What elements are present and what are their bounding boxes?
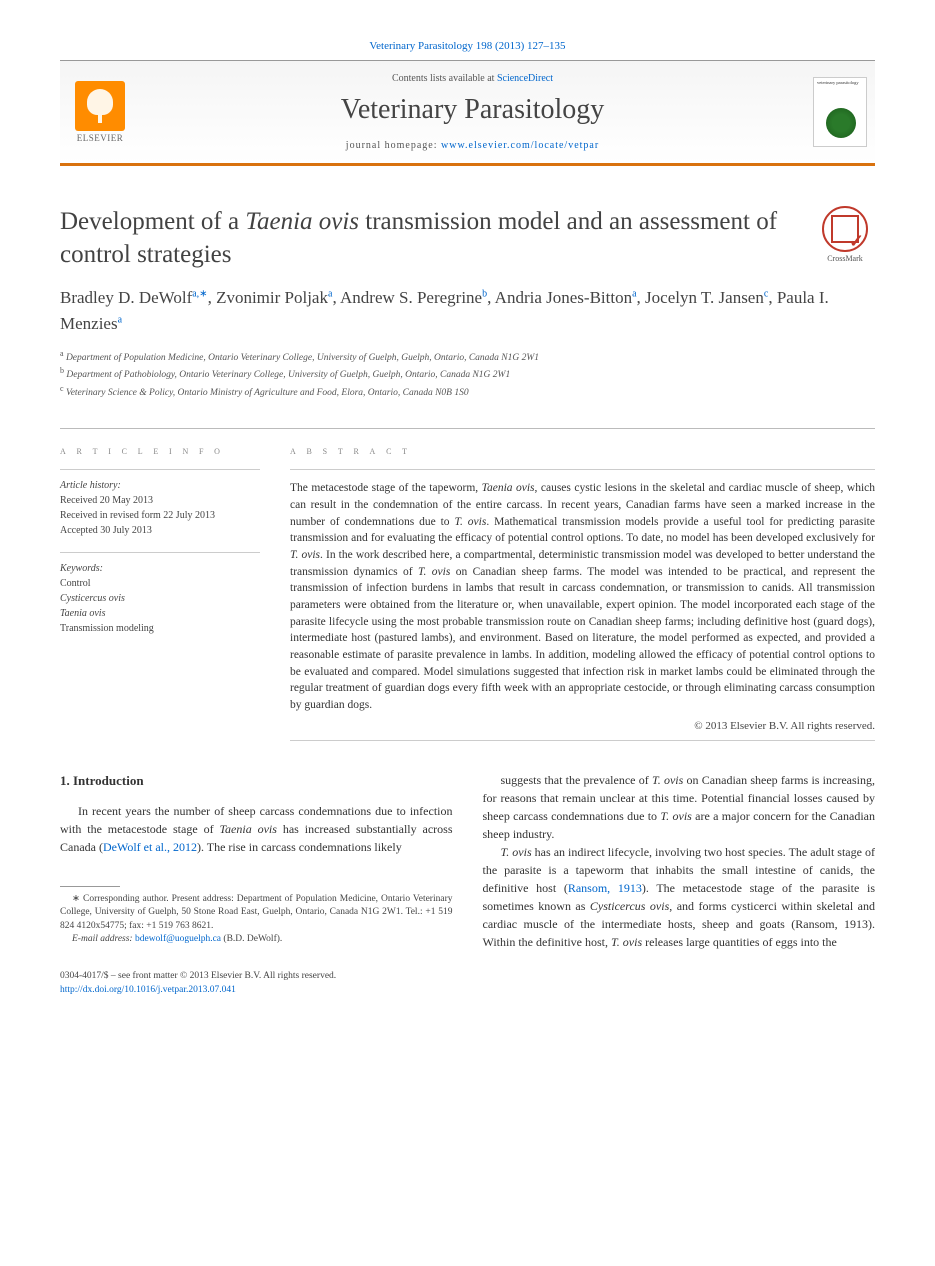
affiliations-list: a Department of Population Medicine, Ont… — [60, 348, 875, 400]
contents-prefix: Contents lists available at — [392, 73, 497, 84]
publisher-logo: ELSEVIER — [60, 61, 140, 163]
intro-para-1: In recent years the number of sheep carc… — [60, 802, 453, 856]
right-column: suggests that the prevalence of T. ovis … — [483, 771, 876, 997]
email-link[interactable]: bdewolf@uoguelph.ca — [135, 934, 221, 944]
keyword: Cysticercus ovis — [60, 591, 260, 606]
article-info: a r t i c l e i n f o Article history: R… — [60, 429, 260, 740]
cover-thumbnail: veterinary parasitology — [813, 77, 867, 147]
info-heading: a r t i c l e i n f o — [60, 445, 260, 457]
title-pre: Development of a — [60, 208, 245, 235]
body-columns: 1. Introduction In recent years the numb… — [60, 771, 875, 997]
journal-cover: veterinary parasitology — [805, 61, 875, 163]
intro-para-2: suggests that the prevalence of T. ovis … — [483, 771, 876, 843]
keyword: Transmission modeling — [60, 621, 260, 636]
abstract-text: The metacestode stage of the tapeworm, T… — [290, 469, 875, 713]
keyword: Control — [60, 576, 260, 591]
keywords-label: Keywords: — [60, 561, 260, 576]
cover-title: veterinary parasitology — [817, 81, 859, 86]
received-date: Received 20 May 2013 — [60, 493, 260, 508]
page-container: Veterinary Parasitology 198 (2013) 127–1… — [0, 0, 935, 1047]
article-title: Development of a Taenia ovis transmissio… — [60, 206, 795, 271]
contents-line: Contents lists available at ScienceDirec… — [140, 73, 805, 84]
title-row: Development of a Taenia ovis transmissio… — [60, 206, 875, 271]
email-label: E-mail address: — [72, 934, 135, 944]
email-author: (B.D. DeWolf). — [221, 934, 282, 944]
article-history: Article history: Received 20 May 2013 Re… — [60, 469, 260, 538]
info-abstract-row: a r t i c l e i n f o Article history: R… — [60, 428, 875, 740]
doi-link[interactable]: http://dx.doi.org/10.1016/j.vetpar.2013.… — [60, 985, 236, 995]
homepage-prefix: journal homepage: — [346, 140, 441, 151]
accepted-date: Accepted 30 July 2013 — [60, 523, 260, 538]
journal-title: Veterinary Parasitology — [140, 94, 805, 126]
sciencedirect-link[interactable]: ScienceDirect — [497, 73, 553, 84]
footnote-separator — [60, 886, 120, 887]
abstract-column: a b s t r a c t The metacestode stage of… — [290, 429, 875, 740]
abstract-heading: a b s t r a c t — [290, 445, 875, 457]
keywords-block: Keywords: Control Cysticercus ovis Taeni… — [60, 552, 260, 636]
intro-para-3: T. ovis has an indirect lifecycle, invol… — [483, 843, 876, 951]
corresponding-author-footnote: ∗ Corresponding author. Present address:… — [60, 893, 453, 933]
crossmark-icon — [822, 206, 868, 252]
email-footnote: E-mail address: bdewolf@uoguelph.ca (B.D… — [60, 933, 453, 946]
homepage-link[interactable]: www.elsevier.com/locate/vetpar — [441, 140, 599, 151]
header-center: Contents lists available at ScienceDirec… — [140, 61, 805, 163]
issn-line: 0304-4017/$ – see front matter © 2013 El… — [60, 970, 453, 983]
section-heading: 1. Introduction — [60, 771, 453, 791]
publisher-name: ELSEVIER — [77, 133, 124, 143]
citation-link[interactable]: Veterinary Parasitology 198 (2013) 127–1… — [369, 40, 565, 52]
homepage-line: journal homepage: www.elsevier.com/locat… — [140, 140, 805, 151]
history-label: Article history: — [60, 478, 260, 493]
left-column: 1. Introduction In recent years the numb… — [60, 771, 453, 997]
title-species: Taenia ovis — [245, 208, 359, 235]
abstract-copyright: © 2013 Elsevier B.V. All rights reserved… — [290, 720, 875, 741]
footer-block: 0304-4017/$ – see front matter © 2013 El… — [60, 970, 453, 997]
revised-date: Received in revised form 22 July 2013 — [60, 508, 260, 523]
keyword: Taenia ovis — [60, 606, 260, 621]
elsevier-tree-icon — [75, 81, 125, 131]
citation-header: Veterinary Parasitology 198 (2013) 127–1… — [60, 40, 875, 52]
crossmark-widget[interactable]: CrossMark — [815, 206, 875, 263]
journal-header-box: ELSEVIER Contents lists available at Sci… — [60, 60, 875, 166]
authors-list: Bradley D. DeWolfa,∗, Zvonimir Poljaka, … — [60, 285, 875, 336]
crossmark-label: CrossMark — [815, 254, 875, 263]
